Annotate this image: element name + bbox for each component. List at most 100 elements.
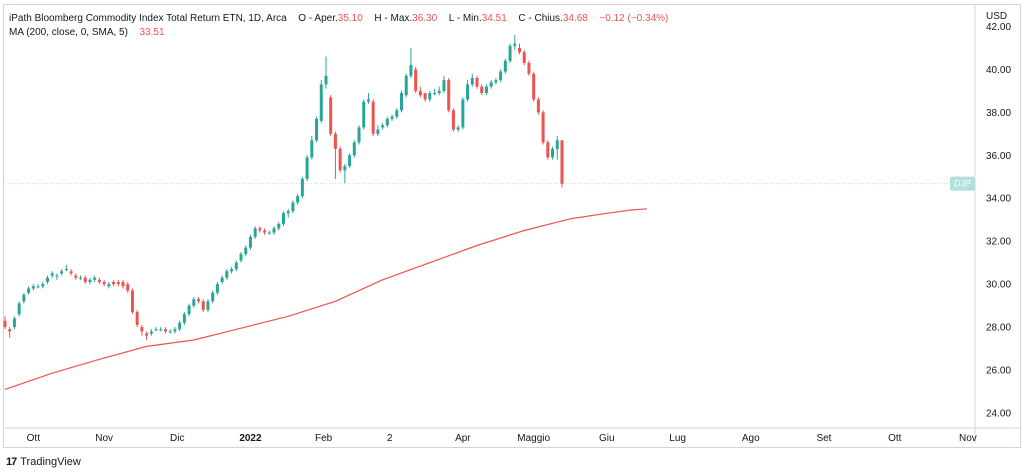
candle-body: [310, 140, 314, 158]
open-label: O: [298, 13, 307, 24]
candle: [442, 75, 446, 94]
candle-body: [178, 322, 182, 330]
price-axis[interactable]: 24.00 26.00 28.00 30.00 32.00 34.00 36.00 38.00…: [986, 22, 1011, 419]
candle: [395, 108, 399, 119]
candle: [168, 329, 172, 334]
candle-body: [163, 329, 167, 332]
candle: [470, 73, 474, 87]
time-tick-label: 2022: [239, 433, 262, 444]
candle-body: [551, 148, 555, 158]
candle: [409, 47, 413, 79]
symbol-tag: DJP: [950, 176, 975, 191]
candle: [258, 226, 262, 233]
candle: [371, 99, 375, 136]
price-tick-label: 38.00: [986, 108, 1011, 119]
candle-body: [508, 45, 512, 61]
candle: [447, 78, 451, 113]
candle-body: [55, 275, 59, 277]
candle-body: [381, 125, 385, 128]
candle-body: [499, 71, 503, 81]
candle: [3, 316, 7, 330]
candle-body: [83, 277, 87, 282]
candle-body: [69, 271, 73, 274]
legend-row-price: iPath Bloomberg Commodity Index Total Re…: [9, 13, 669, 24]
candle: [390, 114, 394, 121]
candle-body: [215, 284, 219, 293]
time-tick-label: Feb: [315, 433, 333, 444]
candle: [253, 226, 257, 240]
candle-body: [376, 129, 380, 134]
candle: [456, 125, 460, 132]
candle-body: [300, 178, 304, 197]
candle: [546, 140, 550, 160]
candle: [357, 125, 361, 145]
candle: [74, 273, 78, 280]
time-axis[interactable]: Ott Nov Dic 2022 Feb 2 Apr Maggio Giu Lug Ago Set Ot…: [27, 433, 977, 444]
tradingview-brand[interactable]: TradingView: [20, 456, 81, 468]
candle-body: [414, 69, 418, 91]
candle-body: [173, 329, 177, 332]
candle-body: [93, 277, 97, 280]
candle-body: [121, 281, 125, 287]
candle: [130, 288, 134, 315]
candle: [97, 277, 101, 285]
candle: [551, 146, 555, 160]
candle-body: [404, 75, 408, 96]
candle: [414, 67, 418, 94]
candle: [366, 93, 370, 104]
candle-body: [319, 84, 323, 121]
close-prefix: Chius.: [534, 13, 563, 24]
candle-body: [50, 273, 54, 276]
candle: [22, 292, 26, 304]
candle-body: [168, 331, 172, 333]
candle-body: [451, 110, 455, 130]
close-label: C: [518, 13, 526, 24]
low-prefix: Min.: [462, 13, 482, 24]
time-tick-label: Ago: [742, 433, 760, 444]
candle-body: [244, 247, 248, 255]
time-tick-label: Giu: [599, 433, 615, 444]
symbol-tag-label: DJP: [954, 179, 971, 189]
candle-body: [513, 43, 517, 46]
candle: [36, 284, 40, 289]
candle-body: [489, 82, 493, 87]
candle-body: [41, 284, 45, 287]
candle: [178, 320, 182, 332]
candle-body: [532, 73, 536, 100]
price-tick-label: 24.00: [986, 408, 1011, 419]
candle-body: [116, 281, 120, 285]
candle-body: [135, 312, 139, 325]
candle-body: [423, 93, 427, 100]
symbol-title[interactable]: iPath Bloomberg Commodity Index Total Re…: [9, 13, 287, 24]
candle-body: [225, 271, 229, 278]
candle-body: [541, 112, 545, 143]
candle: [324, 56, 328, 89]
candle: [433, 88, 437, 96]
candle: [418, 86, 422, 98]
candle-body: [140, 327, 144, 332]
candle-body: [102, 281, 106, 285]
candle: [41, 281, 45, 289]
candle: [376, 125, 380, 136]
candle-body: [409, 65, 413, 76]
candle: [211, 290, 215, 304]
candle: [338, 146, 342, 173]
candle: [499, 69, 503, 83]
tradingview-logo-icon[interactable]: 17: [6, 456, 17, 468]
candle: [88, 277, 92, 285]
candle: [8, 327, 12, 338]
candle-body: [371, 101, 375, 134]
candle: [102, 279, 106, 287]
candle: [532, 71, 536, 102]
ma-label[interactable]: MA (200, close, 0, SMA, 5): [9, 27, 128, 38]
price-tick-label: 42.00: [986, 22, 1011, 33]
candle: [173, 327, 177, 334]
chart-frame[interactable]: [3, 4, 1021, 448]
price-tick-label: 34.00: [986, 194, 1011, 205]
price-tick-label: 40.00: [986, 65, 1011, 76]
candle-body: [286, 211, 290, 214]
candle-body: [555, 140, 559, 149]
candle: [182, 312, 186, 325]
candle: [60, 269, 64, 276]
